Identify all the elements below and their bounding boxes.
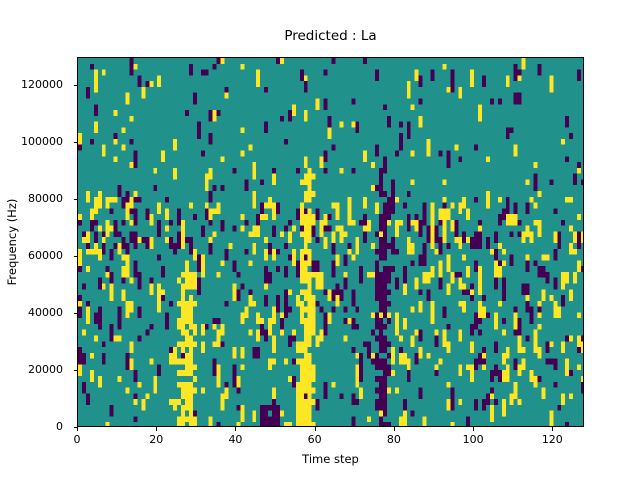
x-tick-label: 100 bbox=[462, 433, 484, 446]
y-tick-mark bbox=[73, 141, 77, 143]
y-tick-label: 120000 bbox=[21, 77, 63, 91]
y-tick-label: 40000 bbox=[28, 305, 63, 319]
x-tick-label: 0 bbox=[73, 433, 81, 446]
heatmap-image bbox=[78, 58, 583, 426]
y-tick-mark bbox=[73, 312, 77, 314]
y-axis-label: Frequency (Hz) bbox=[5, 198, 19, 286]
x-tick-mark bbox=[393, 427, 395, 431]
x-tick-mark bbox=[552, 427, 554, 431]
y-tick-mark bbox=[73, 255, 77, 257]
x-tick-mark bbox=[235, 427, 237, 431]
x-tick-label: 120 bbox=[541, 433, 563, 446]
x-axis-label: Time step bbox=[302, 452, 359, 466]
page-title: Predicted : La bbox=[284, 28, 377, 44]
y-tick-mark bbox=[73, 369, 77, 371]
x-tick-label: 20 bbox=[149, 433, 164, 446]
x-tick-mark bbox=[314, 427, 316, 431]
y-tick-label: 0 bbox=[56, 420, 63, 433]
x-tick-label: 60 bbox=[307, 433, 322, 446]
y-tick-label: 100000 bbox=[21, 134, 63, 148]
y-tick-mark bbox=[73, 427, 77, 428]
y-tick-label: 60000 bbox=[28, 248, 63, 262]
x-tick-mark bbox=[473, 427, 475, 431]
y-tick-mark bbox=[73, 198, 77, 200]
x-tick-label: 40 bbox=[228, 433, 243, 446]
heatmap-plot-area[interactable] bbox=[77, 57, 584, 427]
y-tick-label: 20000 bbox=[28, 362, 63, 376]
x-tick-label: 80 bbox=[386, 433, 401, 446]
y-tick-label: 80000 bbox=[28, 191, 63, 205]
x-tick-mark bbox=[156, 427, 158, 431]
y-tick-mark bbox=[73, 84, 77, 86]
x-tick-mark bbox=[77, 427, 78, 431]
